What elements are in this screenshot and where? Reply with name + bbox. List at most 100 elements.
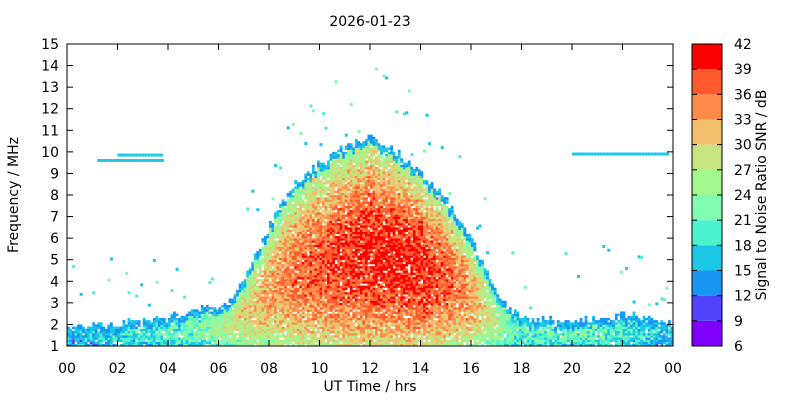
heatmap-cell [332,274,335,278]
heatmap-cell [203,328,207,332]
heatmap-cell [289,307,293,310]
heatmap-cell [372,231,376,235]
heatmap-cell [168,328,171,332]
heatmap-cell [347,330,351,334]
heatmap-cell [200,320,204,323]
heatmap-cell [215,317,219,321]
heatmap-cell [367,272,371,276]
heatmap-cell [359,257,363,261]
heatmap-cell [228,339,232,342]
heatmap-cell [193,317,197,321]
heatmap-cell [375,313,378,317]
heatmap-cell [274,212,277,215]
heatmap-cell [347,298,351,301]
heatmap-cell [362,272,366,276]
heatmap-cell [279,281,282,284]
heatmap-cell [92,330,96,334]
heatmap-cell [311,272,315,276]
heatmap-cell [349,248,353,252]
heatmap-cell [284,339,287,342]
heatmap-cell [256,294,260,297]
heatmap-cell [67,343,70,347]
heatmap-cell [253,270,257,273]
heatmap-cell [281,248,285,252]
heatmap-cell [289,268,293,271]
heatmap-cell [314,261,318,265]
heatmap-cell [357,300,361,304]
heatmap-cell [309,298,313,301]
heatmap-cell [289,205,293,209]
heatmap-cell [316,268,320,271]
heatmap-cell [322,173,325,176]
heatmap-cell [337,190,340,194]
heatmap-cell [332,158,335,161]
heatmap-cell [337,335,340,338]
heatmap-cell [289,305,293,308]
heatmap-cell [289,274,293,278]
heatmap-cell [284,305,287,308]
heatmap-cell [304,225,308,228]
heatmap-cell [367,160,371,163]
heatmap-cell [380,337,383,340]
heatmap-cell [349,322,353,325]
heatmap-cell [314,279,318,282]
heatmap-cell [349,173,353,176]
heatmap-cell [311,322,315,325]
heatmap-cell [165,337,169,340]
heatmap-cell [279,266,282,269]
heatmap-cell [375,289,378,293]
heatmap-cell [306,203,310,207]
heatmap-cell [94,330,98,334]
heatmap-cell [359,158,363,161]
heatmap-cell [150,326,154,330]
heatmap-cell [233,313,237,317]
heatmap-cell [344,201,348,204]
heatmap-cell [306,257,310,261]
heatmap-cell [324,171,328,174]
heatmap-cell [185,337,189,340]
heatmap-cell [243,285,247,289]
heatmap-cell [334,283,338,286]
heatmap-cell [349,158,353,161]
heatmap-cell [173,330,176,334]
heatmap-cell [279,302,282,306]
heatmap-cell [357,337,361,340]
heatmap-cell [306,307,310,310]
heatmap-cell [236,292,239,295]
heatmap-cell [372,313,376,317]
heatmap-cell [344,324,348,327]
heatmap-cell [205,320,209,323]
heatmap-cell [349,233,353,237]
heatmap-cell [109,328,113,332]
heatmap-cell [359,270,363,273]
heatmap-cell [294,225,298,228]
heatmap-cell [385,296,388,299]
heatmap-cell [339,205,343,209]
heatmap-cell [359,212,363,215]
heatmap-cell [370,166,373,170]
heatmap-cell [304,197,308,200]
heatmap-cell [354,141,358,144]
heatmap-cell [256,335,260,338]
heatmap-cell [357,279,361,282]
heatmap-cell [377,156,381,159]
heatmap-cell [352,305,356,308]
heatmap-cell [296,328,300,332]
heatmap-cell [359,337,363,340]
heatmap-cell [322,328,325,332]
heatmap-cell [352,164,356,168]
heatmap-cell [309,233,313,237]
heatmap-cell [327,261,330,265]
heatmap-cell [248,294,252,297]
heatmap-cell [281,223,285,226]
heatmap-cell [238,324,242,327]
heatmap-cell [77,335,80,338]
heatmap-cell [382,216,386,220]
heatmap-cell [324,333,328,336]
heatmap-cell [385,317,388,321]
heatmap-cell [319,251,323,254]
heatmap-cell [334,313,338,317]
heatmap-cell [175,326,179,330]
heatmap-cell [190,311,194,314]
heatmap-cell [354,160,358,163]
